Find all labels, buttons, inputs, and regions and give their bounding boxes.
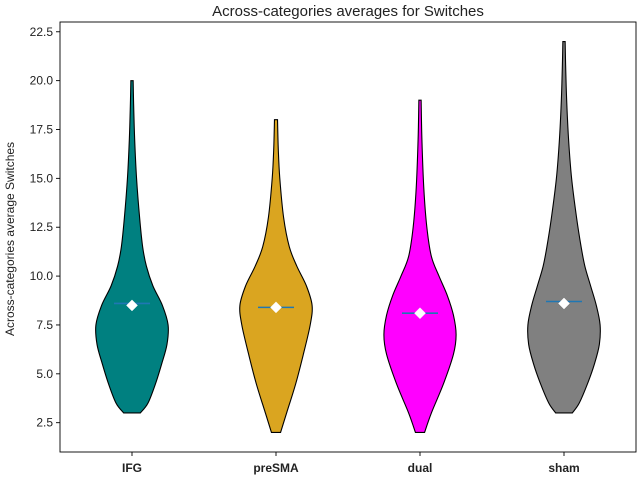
y-tick-label: 15.0 <box>30 171 54 185</box>
x-tick-label: dual <box>408 461 433 475</box>
y-tick-label: 7.5 <box>36 318 53 332</box>
x-tick-label: preSMA <box>253 461 299 475</box>
violins-layer <box>95 41 601 433</box>
y-axis-ticks: 2.5 5.0 7.5 10.0 12.5 15.0 17.5 20.0 22.5 <box>30 25 60 430</box>
y-tick-label: 17.5 <box>30 123 54 137</box>
violin-body-sham <box>527 41 601 414</box>
violin-body-dual <box>383 99 457 433</box>
mean-marker-sham <box>558 297 570 310</box>
y-tick-label: 12.5 <box>30 220 54 234</box>
y-tick-label: 20.0 <box>30 74 54 88</box>
mean-marker-dual <box>414 307 426 320</box>
violin-body-preSMA <box>239 119 313 433</box>
y-tick-label: 5.0 <box>36 367 53 381</box>
mean-marker-preSMA <box>270 301 282 314</box>
mean-marker-IFG <box>126 299 138 312</box>
y-tick-label: 22.5 <box>30 25 54 39</box>
chart-title: Across-categories averages for Switches <box>212 3 484 20</box>
y-tick-label: 2.5 <box>36 416 53 430</box>
x-axis-ticks: IFG preSMA dual sham <box>122 452 580 475</box>
y-tick-label: 10.0 <box>30 269 54 283</box>
x-tick-label: IFG <box>122 461 142 475</box>
y-axis-label: Across-categories average Switches <box>3 142 17 336</box>
plot-frame <box>59 21 637 453</box>
x-tick-label: sham <box>548 461 579 475</box>
violin-body-IFG <box>95 80 169 414</box>
